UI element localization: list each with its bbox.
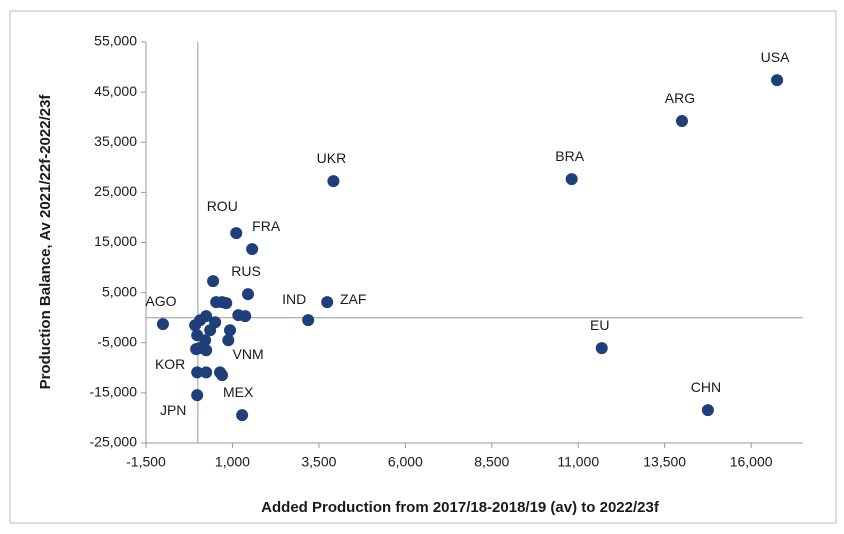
y-tick-label: -15,000 [90, 384, 138, 400]
point [321, 296, 334, 309]
y-tick-label: 35,000 [94, 133, 137, 149]
point [246, 243, 259, 256]
point [207, 275, 220, 288]
y-tick-label: 15,000 [94, 233, 137, 249]
point [595, 342, 608, 355]
point [675, 115, 688, 128]
point-label: ARG [665, 90, 695, 106]
point [327, 175, 340, 188]
y-tick-label: 55,000 [94, 33, 137, 49]
point [209, 316, 222, 329]
x-tick-label: 8,500 [474, 454, 509, 470]
x-tick-label: 1,000 [215, 454, 250, 470]
y-tick-label: -5,000 [97, 333, 137, 349]
y-axis-title: Production Balance, Av 2021/22f-2022/23f [37, 94, 54, 390]
point [236, 409, 249, 422]
point [191, 389, 204, 402]
point-label: USA [761, 49, 790, 65]
point [156, 318, 169, 331]
point [771, 74, 784, 87]
point [200, 344, 213, 357]
point [242, 288, 255, 301]
point [189, 319, 202, 332]
point [302, 314, 315, 327]
chart-frame [9, 10, 837, 524]
point-label: ROU [207, 198, 238, 214]
point [565, 173, 578, 186]
point-label: BRA [555, 148, 584, 164]
point [220, 297, 233, 310]
point [200, 366, 213, 379]
x-tick-label: 3,500 [301, 454, 336, 470]
y-tick-label: 25,000 [94, 183, 137, 199]
point-label: KOR [155, 356, 185, 372]
point-label: CHN [691, 379, 721, 395]
point-label: IND [282, 291, 306, 307]
point [230, 227, 243, 240]
x-tick-label: 16,000 [730, 454, 773, 470]
x-tick-label: 11,000 [557, 454, 599, 470]
point-label: EU [590, 317, 609, 333]
y-tick-label: 45,000 [94, 83, 137, 99]
x-tick-label: 6,000 [388, 454, 423, 470]
y-tick-label: -25,000 [90, 434, 138, 450]
x-tick-label: 13,500 [643, 454, 686, 470]
point-label: UKR [317, 150, 347, 166]
point [239, 310, 252, 323]
point [222, 334, 235, 347]
point-label: VNM [233, 346, 264, 362]
point-label: ZAF [340, 291, 366, 307]
y-tick-label: 5,000 [102, 283, 137, 299]
point [701, 404, 714, 417]
x-tick-label: -1,500 [126, 454, 166, 470]
point-label: FRA [252, 218, 281, 234]
point [224, 324, 237, 337]
point [213, 366, 226, 379]
point-label: RUS [231, 263, 261, 279]
x-axis-title: Added Production from 2017/18-2018/19 (a… [261, 499, 660, 516]
point-label: AGO [145, 293, 176, 309]
point-label: MEX [223, 384, 254, 400]
point [191, 366, 204, 379]
point-label: JPN [160, 402, 186, 418]
